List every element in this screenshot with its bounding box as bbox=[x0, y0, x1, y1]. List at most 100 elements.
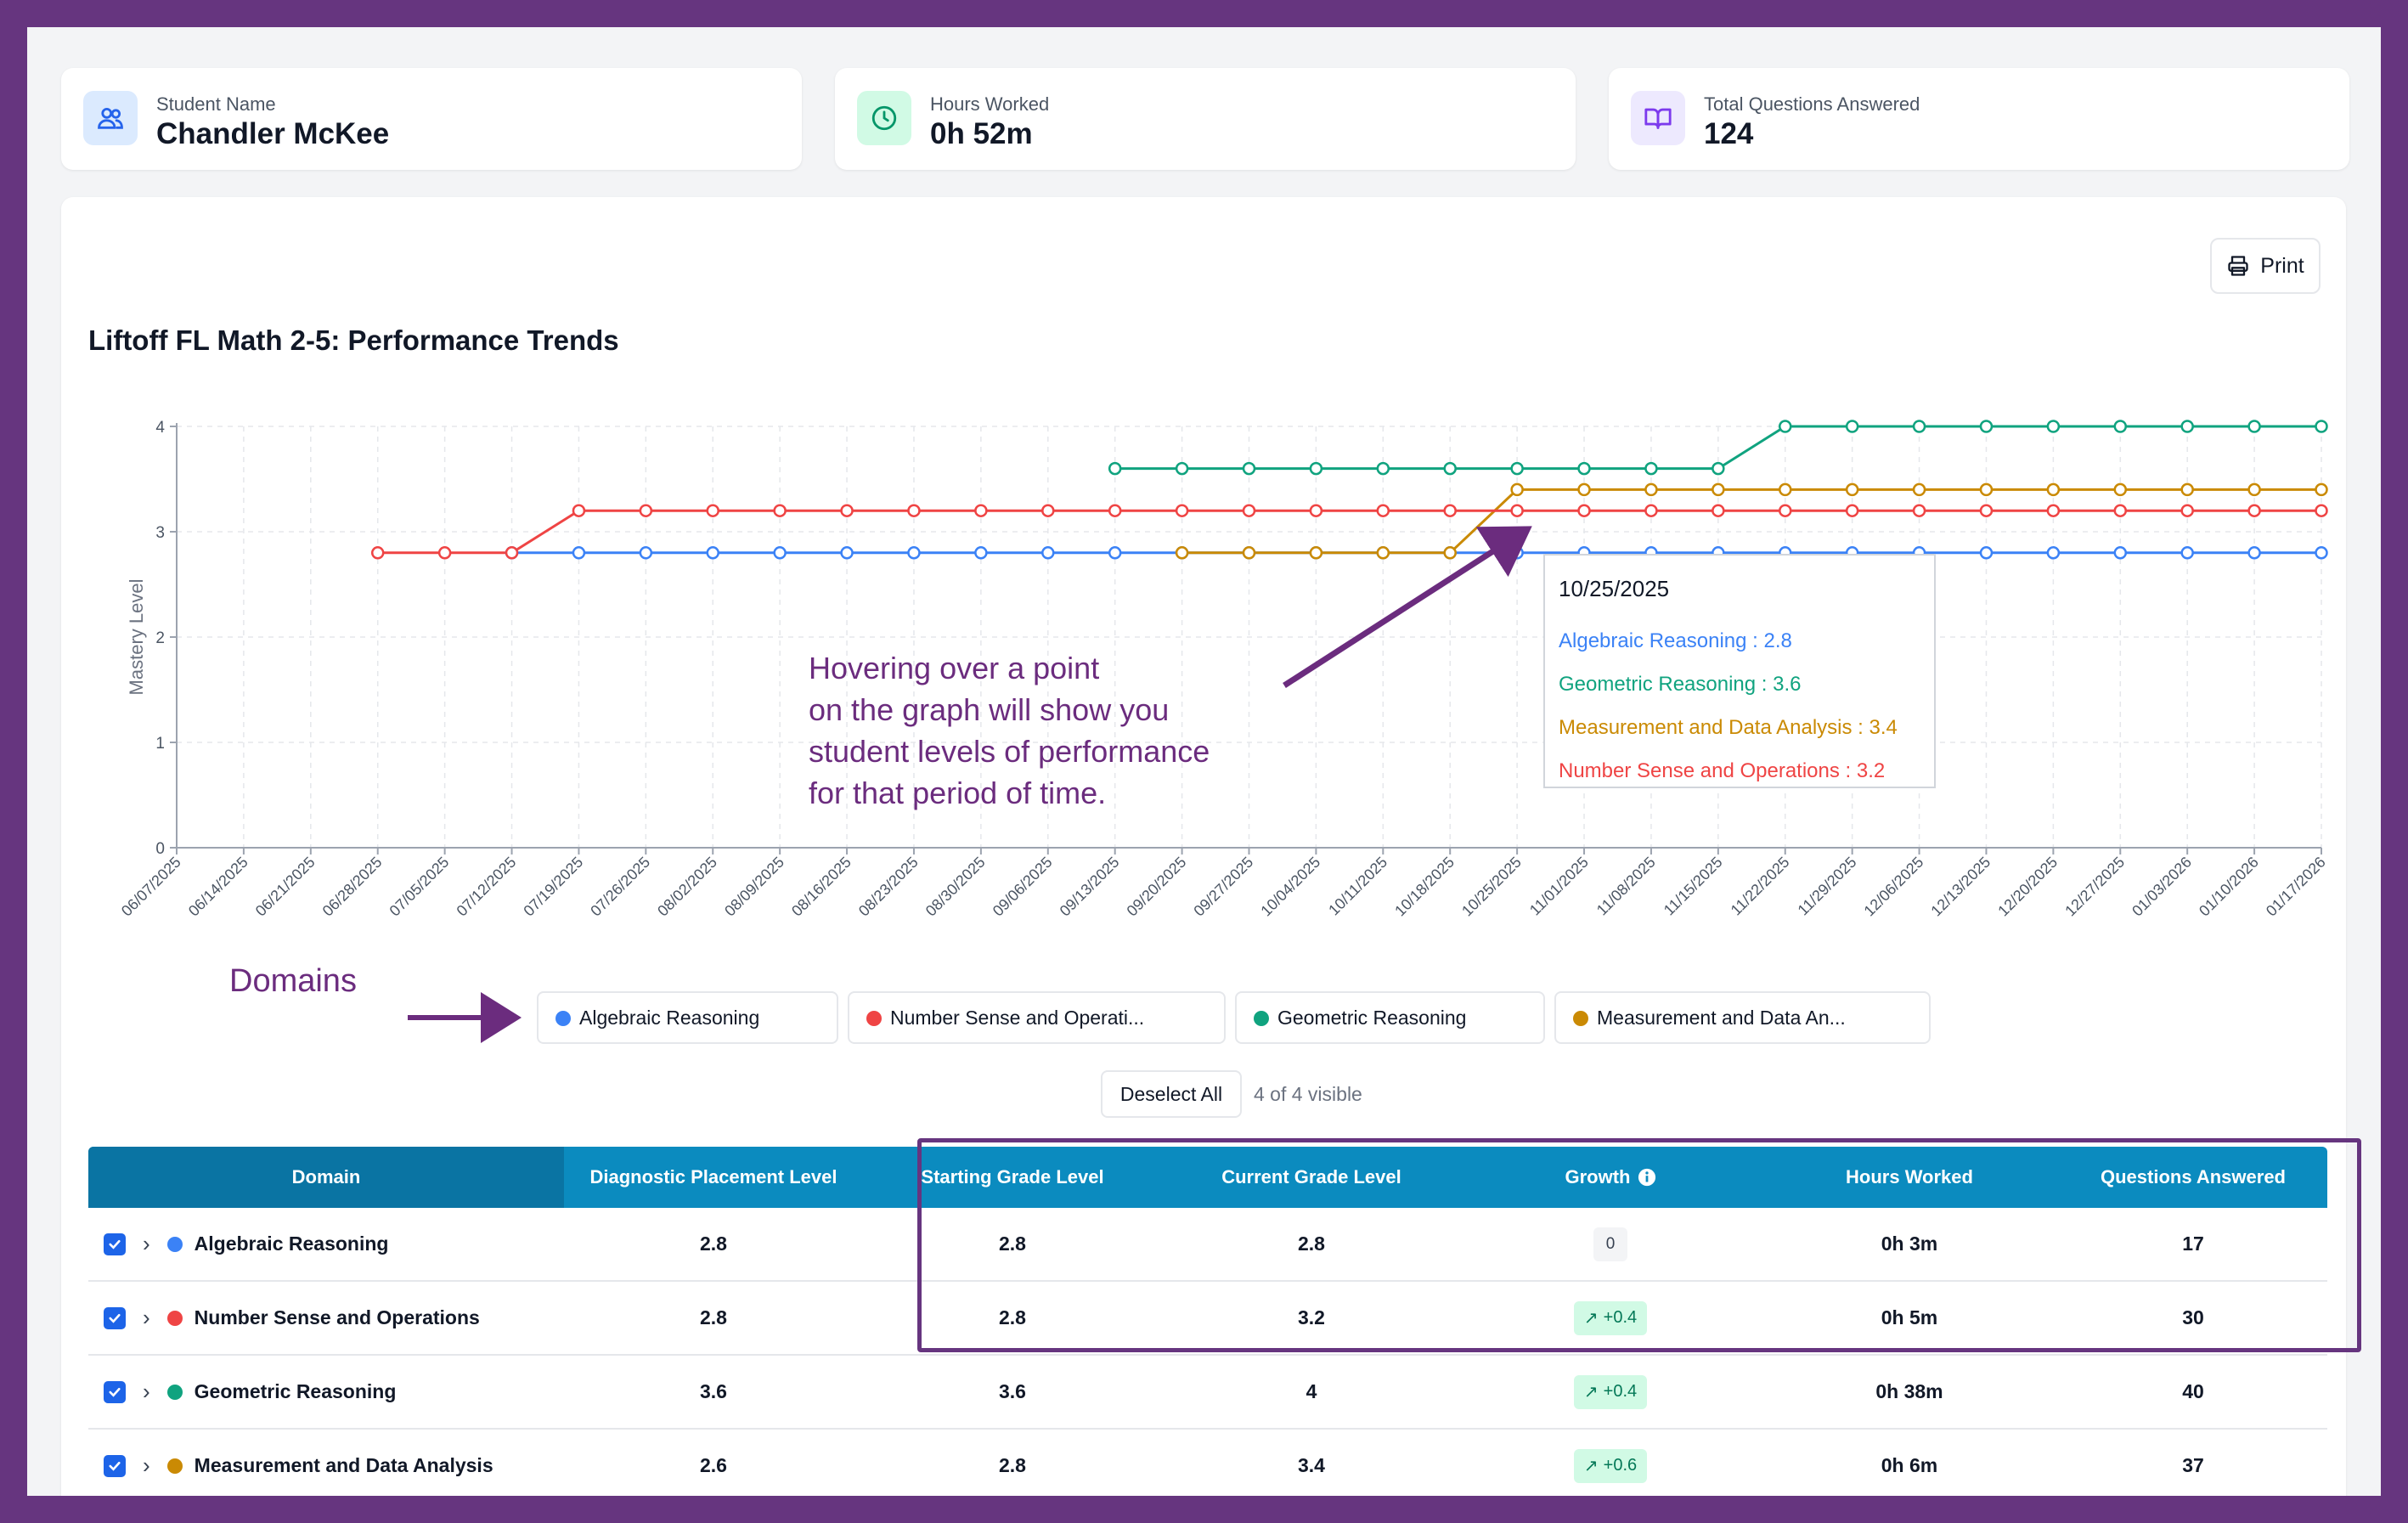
data-point bbox=[572, 546, 586, 560]
data-point bbox=[1644, 482, 1658, 497]
data-point bbox=[1376, 546, 1390, 560]
trend-up-icon: ↗ bbox=[1583, 1457, 1599, 1475]
x-tick-label: 10/04/2025 bbox=[1257, 854, 1323, 920]
table-body: › Algebraic Reasoning 2.8 2.8 2.8 0 0h 3m 17 › Nu… bbox=[88, 1208, 2327, 1496]
growth-cell: 0 bbox=[1461, 1208, 1760, 1280]
data-point bbox=[2113, 546, 2128, 560]
table-row[interactable]: › Measurement and Data Analysis 2.6 2.8 3.4 ↗… bbox=[88, 1430, 2327, 1496]
data-point bbox=[1845, 504, 1859, 517]
y-tick-label: 3 bbox=[155, 524, 165, 542]
data-point bbox=[1845, 420, 1859, 433]
data-point bbox=[706, 504, 719, 517]
chevron-right-icon[interactable]: › bbox=[143, 1305, 150, 1330]
data-point bbox=[370, 546, 385, 560]
print-button[interactable]: Print bbox=[2210, 238, 2321, 294]
data-point bbox=[639, 504, 653, 517]
series-line bbox=[377, 509, 2321, 555]
chevron-right-icon[interactable]: › bbox=[143, 1231, 150, 1256]
info-icon[interactable] bbox=[1638, 1168, 1656, 1187]
x-tick-label: 06/21/2025 bbox=[252, 854, 319, 920]
questions-cell: 37 bbox=[2182, 1454, 2204, 1476]
diagnostic-cell: 2.8 bbox=[700, 1233, 727, 1255]
x-tick-label: 09/20/2025 bbox=[1124, 854, 1190, 920]
data-point bbox=[2046, 482, 2061, 497]
domain-dot bbox=[166, 1384, 183, 1400]
questions-cell: 17 bbox=[2182, 1233, 2204, 1255]
data-point bbox=[639, 546, 653, 560]
legend-label: Measurement and Data An... bbox=[1597, 1006, 1846, 1029]
legend-dot bbox=[866, 1011, 882, 1026]
growth-badge: ↗ +0.6 bbox=[1573, 1448, 1648, 1483]
data-point bbox=[2046, 504, 2061, 517]
x-tick-label: 10/18/2025 bbox=[1391, 854, 1458, 920]
data-point bbox=[2046, 546, 2061, 560]
legend-number-sense[interactable]: Number Sense and Operati... bbox=[848, 991, 1226, 1044]
data-point bbox=[1443, 461, 1457, 476]
data-point bbox=[2180, 420, 2194, 433]
starting-cell: 2.8 bbox=[999, 1306, 1026, 1328]
legend-measurement-data[interactable]: Measurement and Data An... bbox=[1554, 991, 1931, 1044]
current-cell: 2.8 bbox=[1298, 1233, 1325, 1255]
legend-algebraic-reasoning[interactable]: Algebraic Reasoning bbox=[537, 991, 838, 1044]
chevron-right-icon[interactable]: › bbox=[143, 1452, 150, 1478]
row-checkbox[interactable] bbox=[104, 1380, 126, 1403]
x-tick-label: 11/29/2025 bbox=[1795, 854, 1860, 919]
x-tick-label: 08/30/2025 bbox=[922, 854, 989, 920]
users-icon bbox=[83, 91, 138, 145]
data-point bbox=[2247, 546, 2261, 560]
hours-cell: 0h 38m bbox=[1875, 1380, 1943, 1402]
y-tick-label: 4 bbox=[155, 419, 165, 437]
current-cell: 4 bbox=[1306, 1380, 1317, 1402]
legend-label: Number Sense and Operati... bbox=[890, 1006, 1145, 1029]
x-tick-label: 06/07/2025 bbox=[118, 854, 184, 920]
x-tick-label: 12/20/2025 bbox=[1994, 854, 2061, 920]
annotation-text: Hovering over a point on the graph will … bbox=[809, 651, 1210, 810]
domain-name: Algebraic Reasoning bbox=[194, 1233, 389, 1255]
table-row[interactable]: › Geometric Reasoning 3.6 3.6 4 ↗ +0.4 0h 38m 40 bbox=[88, 1356, 2327, 1430]
data-point bbox=[1242, 504, 1256, 517]
x-tick-label: 07/12/2025 bbox=[454, 854, 520, 920]
data-point bbox=[1443, 504, 1457, 517]
table-row[interactable]: › Algebraic Reasoning 2.8 2.8 2.8 0 0h 3m 17 bbox=[88, 1208, 2327, 1282]
data-point bbox=[1175, 546, 1189, 560]
data-point bbox=[1175, 461, 1189, 476]
data-point bbox=[1845, 482, 1859, 497]
row-checkbox[interactable] bbox=[104, 1454, 126, 1477]
data-point bbox=[2180, 482, 2194, 497]
data-point bbox=[1979, 504, 1994, 517]
data-point bbox=[2247, 504, 2261, 517]
performance-panel: Print Liftoff FL Math 2-5: Performance T… bbox=[61, 197, 2346, 1496]
data-point bbox=[1779, 420, 1792, 433]
x-tick-label: 08/09/2025 bbox=[721, 854, 787, 920]
chevron-right-icon[interactable]: › bbox=[143, 1379, 150, 1404]
legend-label: Geometric Reasoning bbox=[1277, 1006, 1467, 1029]
hours-cell: 0h 5m bbox=[1881, 1306, 1938, 1328]
starting-cell: 3.6 bbox=[999, 1380, 1026, 1402]
student-name-card: Student Name Chandler McKee bbox=[61, 68, 802, 170]
legend-geometric-reasoning[interactable]: Geometric Reasoning bbox=[1235, 991, 1545, 1044]
data-point bbox=[1309, 461, 1323, 476]
data-point bbox=[1041, 504, 1055, 517]
data-point bbox=[840, 504, 854, 517]
trend-up-icon: ↗ bbox=[1583, 1309, 1599, 1328]
data-point bbox=[1712, 504, 1725, 517]
row-checkbox[interactable] bbox=[104, 1306, 126, 1329]
x-tick-label: 08/02/2025 bbox=[654, 854, 720, 920]
data-point bbox=[1644, 504, 1658, 517]
data-point bbox=[1309, 546, 1323, 560]
header-questions: Questions Answered bbox=[2100, 1166, 2286, 1187]
x-tick-label: 09/27/2025 bbox=[1190, 854, 1256, 920]
domain-table: Domain Diagnostic Placement Level Starti… bbox=[88, 1147, 2327, 1496]
domain-dot bbox=[166, 1310, 183, 1326]
app-canvas: Student Name Chandler McKee Hours Worked… bbox=[27, 27, 2381, 1496]
data-point bbox=[572, 504, 586, 517]
row-checkbox[interactable] bbox=[104, 1233, 126, 1255]
questions-answered-card: Total Questions Answered 124 bbox=[1609, 68, 2349, 170]
data-point bbox=[1175, 504, 1189, 517]
data-point bbox=[907, 504, 921, 517]
hours-worked-card: Hours Worked 0h 52m bbox=[835, 68, 1576, 170]
deselect-all-button[interactable]: Deselect All bbox=[1101, 1070, 1242, 1118]
table-row[interactable]: › Number Sense and Operations 2.8 2.8 3.2 ↗ +0… bbox=[88, 1282, 2327, 1356]
legend-dot bbox=[555, 1011, 571, 1026]
domain-cell: › Number Sense and Operations bbox=[88, 1282, 564, 1354]
